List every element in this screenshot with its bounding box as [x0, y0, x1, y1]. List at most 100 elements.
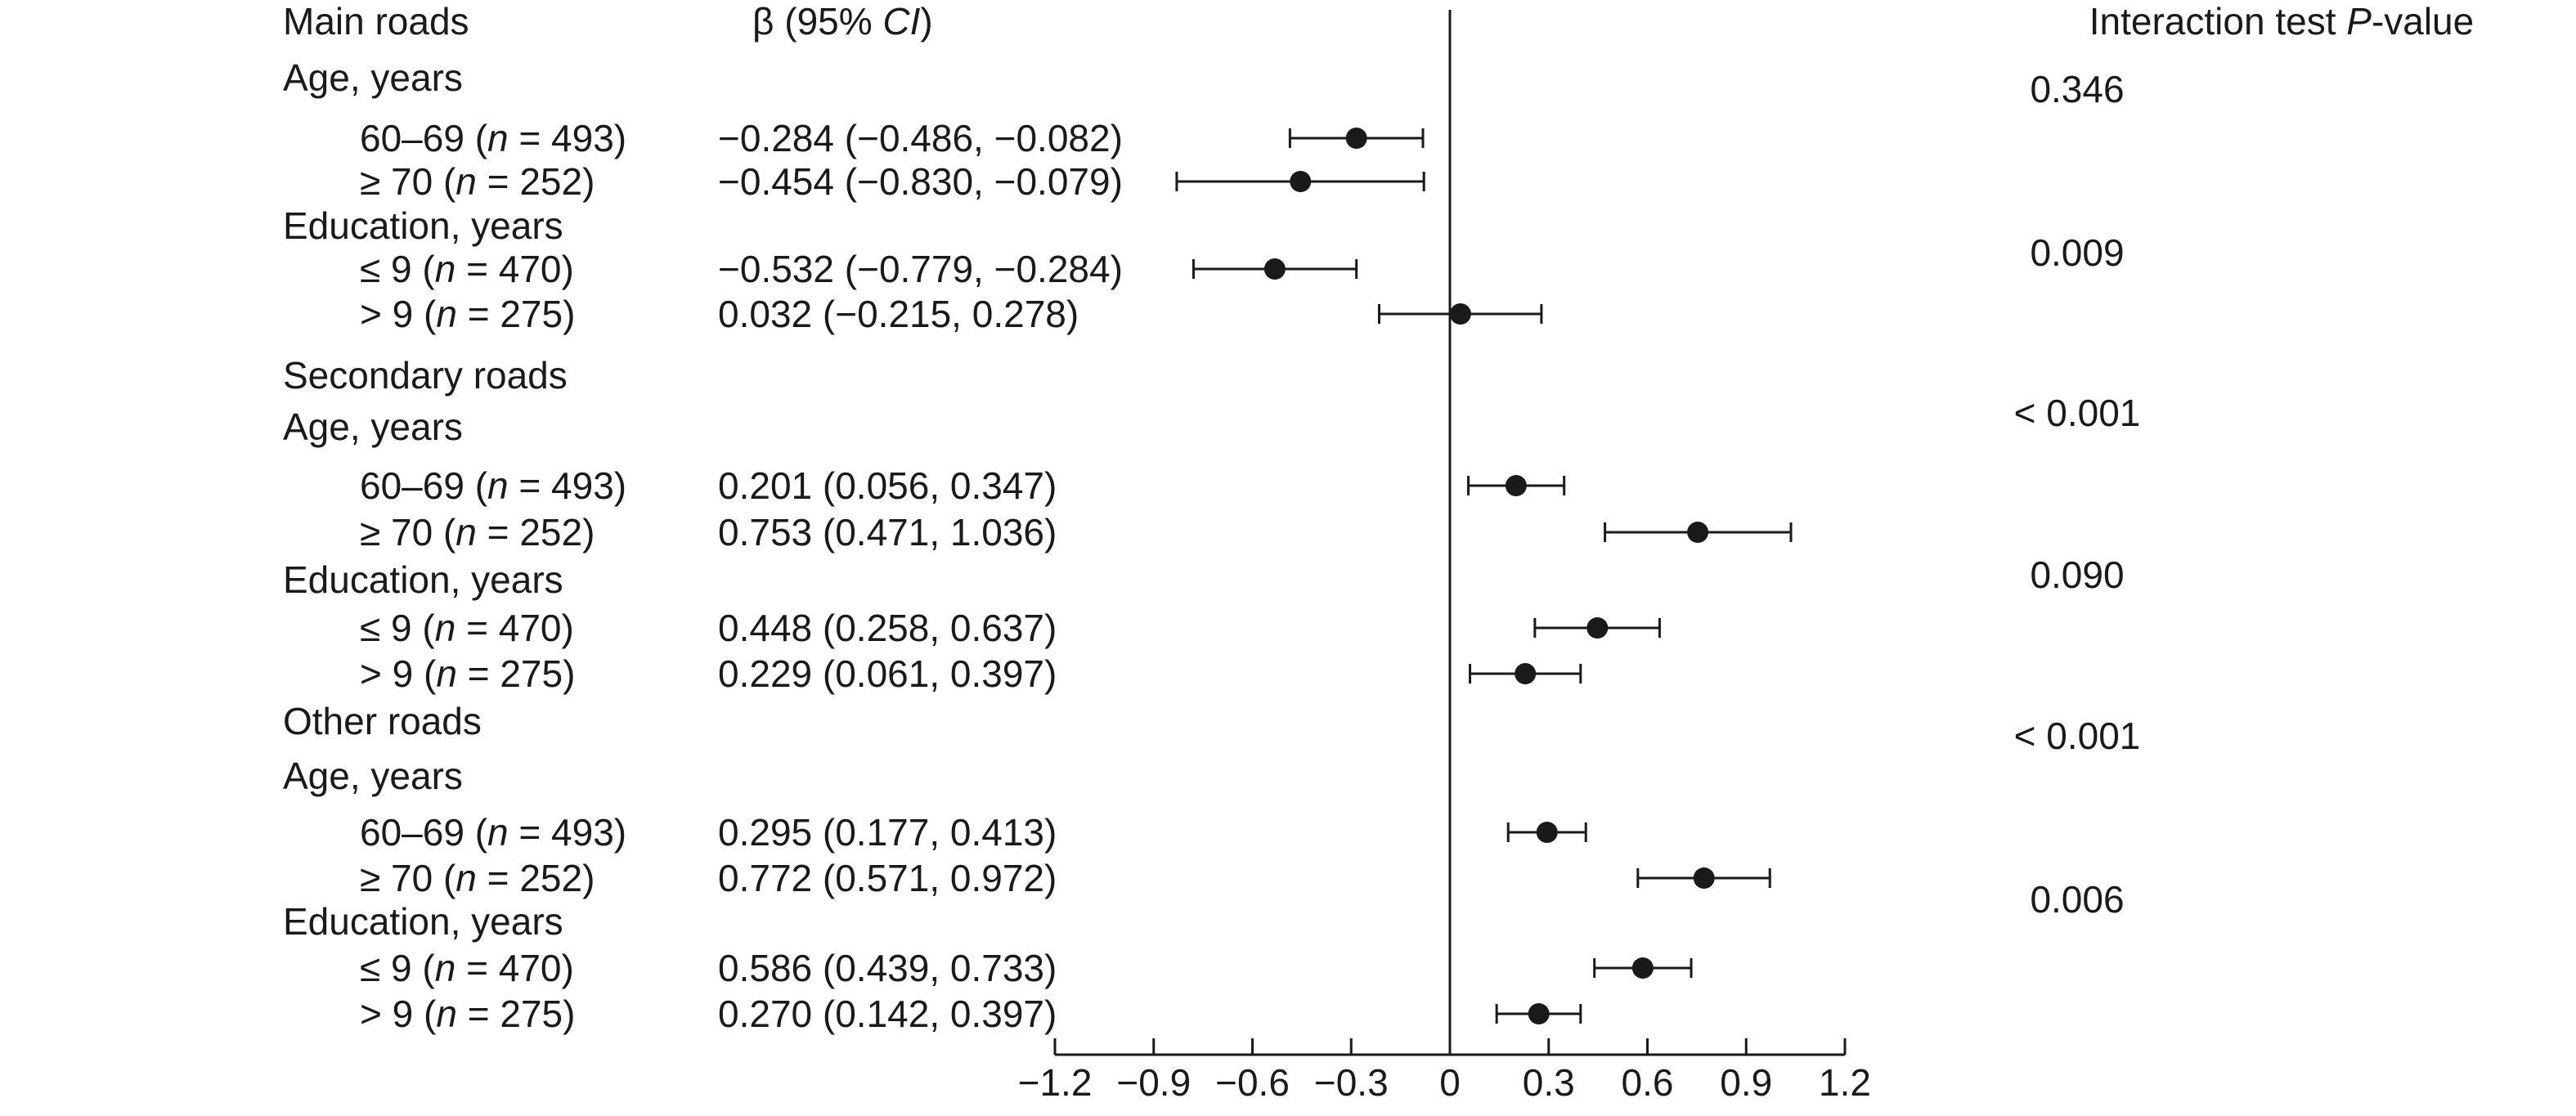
row-label-pre: > 9 (: [360, 652, 437, 695]
pvalue-header-post: -value: [2372, 0, 2474, 43]
row-label: > 9 (n = 275): [360, 652, 575, 695]
x-tick-label: 1.2: [1819, 1061, 1871, 1104]
interaction-pvalue: 0.346: [2030, 68, 2124, 110]
subgroup-label: Age, years: [283, 406, 463, 448]
interaction-pvalue: 0.006: [2030, 878, 2124, 921]
header-layer: Main roads β (95% CI) Interaction test P…: [283, 0, 2474, 43]
row-label: 60–69 (n = 493): [360, 811, 626, 854]
row-label-post: = 493): [509, 464, 627, 507]
subgroup-label: Age, years: [283, 755, 463, 797]
x-tick-label: 0: [1439, 1061, 1461, 1104]
row-label-n: n: [435, 607, 456, 649]
interaction-pvalue: 0.090: [2030, 554, 2124, 596]
row-label-n: n: [487, 811, 509, 854]
row-label-post: = 252): [477, 160, 595, 203]
row-label-n: n: [487, 117, 509, 159]
ci-text: 0.753 (0.471, 1.036): [718, 511, 1057, 554]
x-axis: −1.2 −0.9 −0.6 −0.3 0 0.3 0.6 0.9 1.2: [1018, 1038, 1871, 1104]
subgroup-label: Education, years: [283, 558, 563, 601]
row-label-post: = 470): [456, 607, 574, 649]
row-label-post: = 252): [477, 511, 595, 554]
beta-ci-header: β (95% CI): [752, 0, 933, 43]
interaction-pvalue: < 0.001: [2014, 392, 2141, 434]
ci-text: 0.201 (0.056, 0.347): [718, 464, 1057, 507]
row-label-pre: > 9 (: [360, 293, 437, 335]
row-label-pre: ≤ 9 (: [360, 248, 435, 290]
interaction-pvalue: < 0.001: [2014, 715, 2141, 757]
ci-text: 0.772 (0.571, 0.972): [718, 857, 1057, 899]
row-label-post: = 275): [457, 993, 576, 1035]
point-estimate: [1687, 522, 1709, 543]
row-label: ≤ 9 (n = 470): [360, 947, 574, 989]
row-label-post: = 470): [456, 947, 574, 989]
row-label-post: = 252): [477, 857, 595, 899]
point-estimate: [1449, 303, 1471, 325]
ci-text: 0.032 (−0.215, 0.278): [718, 293, 1079, 335]
x-tick-label: −1.2: [1018, 1061, 1093, 1104]
row-label-pre: ≥ 70 (: [360, 511, 456, 554]
beta-symbol: β: [752, 0, 774, 43]
x-tick-label: −0.6: [1215, 1061, 1290, 1104]
row-label-pre: ≤ 9 (: [360, 947, 435, 989]
subgroup-label: Age, years: [283, 56, 463, 99]
pvalue-header-pre: Interaction test: [2089, 0, 2347, 43]
pvalue-header: Interaction test P-value: [2089, 0, 2474, 43]
row-label-n: n: [436, 652, 457, 695]
ci-text: 0.586 (0.439, 0.733): [718, 947, 1057, 989]
row-label-n: n: [456, 857, 477, 899]
row-label-post: = 493): [509, 811, 627, 854]
x-tick-label: −0.3: [1314, 1061, 1389, 1104]
row-label: 60–69 (n = 493): [360, 117, 626, 159]
row-label-post: = 470): [456, 248, 574, 290]
row-label-n: n: [487, 464, 509, 507]
ci-text: 0.295 (0.177, 0.413): [718, 811, 1057, 854]
ci-text: −0.532 (−0.779, −0.284): [718, 248, 1123, 290]
point-estimate: [1586, 617, 1609, 639]
ci-text: 0.270 (0.142, 0.397): [718, 993, 1057, 1035]
beta-header-post: ): [920, 0, 932, 43]
row-label-n: n: [436, 293, 457, 335]
beta-header-ci: CI: [882, 0, 920, 43]
row-label-post: = 275): [457, 652, 576, 695]
main-roads-header: Main roads: [283, 0, 469, 43]
beta-header-pre: (95%: [774, 0, 882, 43]
x-tick-label: 0.9: [1720, 1061, 1772, 1104]
row-label: ≤ 9 (n = 470): [360, 607, 574, 649]
x-tick-label: 0.3: [1523, 1061, 1575, 1104]
ci-text: 0.229 (0.061, 0.397): [718, 652, 1057, 695]
row-label-n: n: [435, 947, 456, 989]
interaction-pvalue: 0.009: [2030, 231, 2124, 274]
subgroup-label: Education, years: [283, 204, 563, 247]
row-label-post: = 493): [509, 117, 627, 159]
section-label: Secondary roads: [283, 354, 568, 397]
row-label-n: n: [436, 993, 457, 1035]
point-estimate: [1693, 867, 1715, 889]
row-label-n: n: [456, 160, 477, 203]
row-label-pre: ≥ 70 (: [360, 857, 456, 899]
point-estimate: [1345, 128, 1367, 149]
subgroup-label: Education, years: [283, 900, 563, 943]
x-tick-label: 0.6: [1622, 1061, 1674, 1104]
row-label-pre: ≤ 9 (: [360, 607, 435, 649]
point-estimate: [1631, 957, 1654, 979]
row-label: ≥ 70 (n = 252): [360, 160, 595, 203]
ci-text: −0.454 (−0.830, −0.079): [718, 160, 1123, 203]
row-label-pre: 60–69 (: [360, 464, 488, 507]
section-label: Other roads: [283, 700, 482, 742]
row-label: 60–69 (n = 493): [360, 464, 626, 507]
row-label-pre: 60–69 (: [360, 811, 488, 854]
point-estimate: [1536, 822, 1558, 843]
pvalue-header-p: P: [2346, 0, 2372, 43]
row-label: ≥ 70 (n = 252): [360, 511, 595, 554]
point-estimate: [1528, 1003, 1550, 1024]
point-estimate: [1505, 475, 1527, 496]
point-estimate: [1515, 663, 1537, 684]
row-label-pre: ≥ 70 (: [360, 160, 456, 203]
row-label: > 9 (n = 275): [360, 993, 575, 1035]
row-label: > 9 (n = 275): [360, 293, 575, 335]
row-label-pre: 60–69 (: [360, 117, 488, 159]
row-label-pre: > 9 (: [360, 993, 437, 1035]
point-estimate: [1290, 171, 1312, 192]
